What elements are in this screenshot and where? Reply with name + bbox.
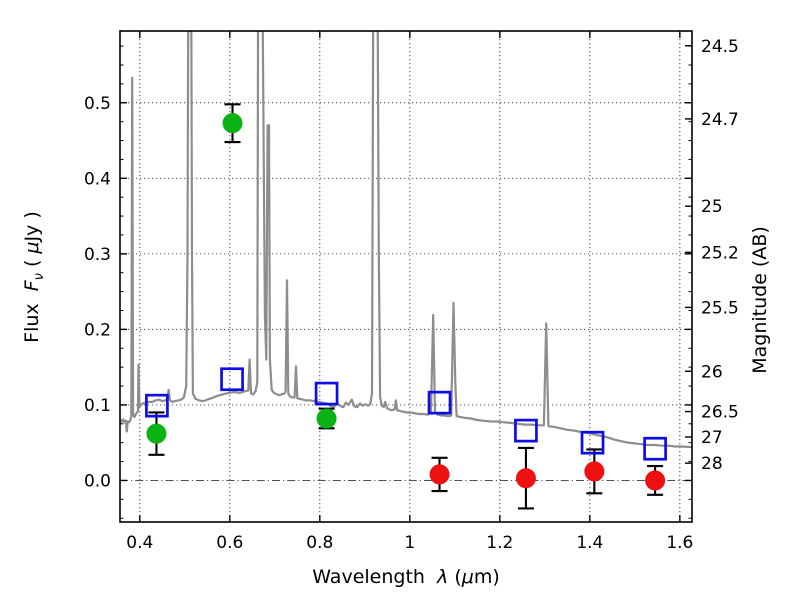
- x-tick-label: 0.4: [126, 533, 153, 553]
- marker-filled-circle: [222, 113, 243, 134]
- y-tick-label-magnitude: 27: [701, 428, 723, 448]
- model-spectrum-line: [120, 31, 692, 449]
- x-tick-label: 1.4: [576, 533, 603, 553]
- marker-filled-circle: [584, 461, 605, 482]
- x-tick-label: 0.6: [216, 533, 243, 553]
- y-tick-label-magnitude: 24.5: [701, 37, 739, 57]
- y-tick-label-magnitude: 24.7: [701, 110, 739, 130]
- x-tick-label: 0.8: [306, 533, 333, 553]
- marker-open-square: [580, 430, 605, 455]
- y-tick-label-flux: 0.3: [84, 245, 111, 265]
- marker-filled-circle: [146, 423, 167, 444]
- marker-open-square: [427, 390, 452, 415]
- y-tick-label-magnitude: 25: [701, 197, 723, 217]
- marker-open-square: [643, 436, 667, 461]
- y-axis-label-right: Magnitude (AB): [749, 226, 771, 374]
- y-tick-label-flux: 0.0: [84, 471, 111, 491]
- y-tick-label-flux: 0.1: [84, 396, 111, 416]
- x-tick-label: 1.6: [666, 533, 693, 553]
- marker-open-square: [145, 393, 169, 418]
- x-tick-label: 1: [404, 533, 415, 553]
- y-axis-label-left: Flux Fν ( μJy ): [21, 211, 47, 343]
- x-tick-label: 1.2: [486, 533, 513, 553]
- axis-labels: Flux Fν ( μJy ) Magnitude (AB) Wavelengt…: [21, 211, 771, 588]
- marker-filled-circle: [515, 468, 536, 489]
- y-tick-label-magnitude: 25.5: [701, 298, 739, 318]
- y-tick-label-flux: 0.2: [84, 320, 111, 340]
- marker-open-square: [314, 381, 339, 406]
- gridlines: [120, 31, 692, 522]
- y-tick-label-flux: 0.4: [84, 169, 111, 189]
- marker-filled-circle: [645, 470, 666, 491]
- axes-frame-and-ticks: 0.4 0.6 0.8 1 1.2 1.4 1.6 0.0 0.1 0.2 0.3 0.4 0.5 24.…: [84, 30, 739, 553]
- marker-filled-circle: [316, 408, 337, 429]
- marker-open-square: [514, 418, 538, 443]
- photometry-markers: [145, 103, 667, 510]
- y-tick-label-flux: 0.5: [84, 94, 111, 114]
- marker-open-square: [220, 367, 244, 392]
- y-tick-label-magnitude: 25.2: [701, 243, 739, 263]
- y-tick-label-magnitude: 26.5: [701, 403, 739, 423]
- spectrum-path: [120, 31, 692, 449]
- x-axis-label: Wavelength λ (μm): [312, 566, 500, 588]
- marker-filled-circle: [429, 464, 450, 485]
- plot-frame: [119, 30, 693, 523]
- y-tick-label-magnitude: 26: [701, 362, 723, 382]
- y-tick-label-magnitude: 28: [701, 454, 723, 474]
